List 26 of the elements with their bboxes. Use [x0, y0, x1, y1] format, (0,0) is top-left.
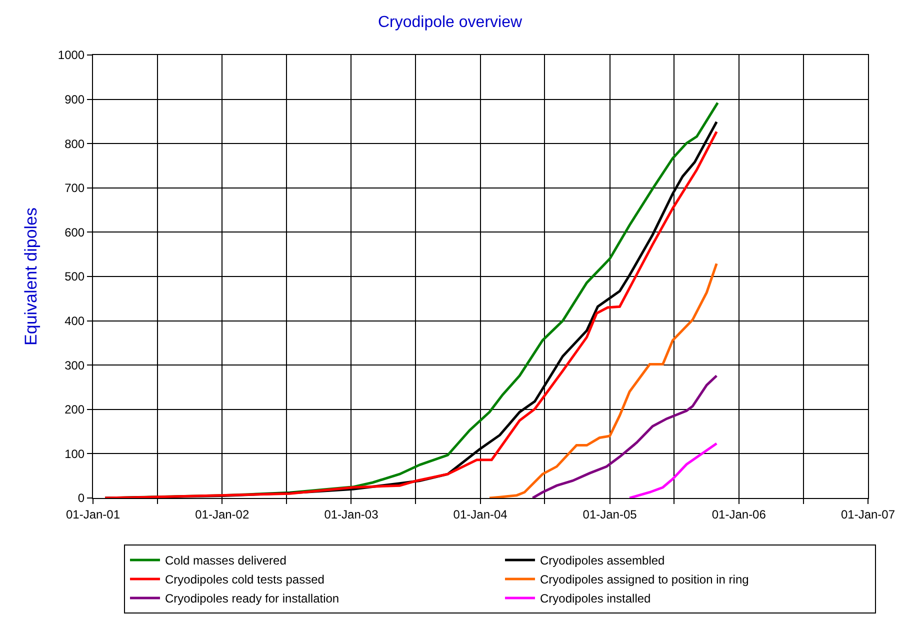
y-tick-label: 1000: [58, 48, 85, 62]
y-tick-label: 300: [64, 358, 85, 372]
legend-label: Cryodipoles installed: [540, 592, 651, 606]
x-tick-label: 01-Jan-03: [324, 507, 379, 522]
y-tick-label: 600: [64, 225, 85, 240]
legend-label: Cold masses delivered: [165, 554, 286, 568]
chart-title: Cryodipole overview: [378, 14, 522, 31]
x-tick-label: 01-Jan-05: [582, 507, 638, 522]
y-tick-label: 900: [64, 92, 85, 106]
y-tick-label: 400: [64, 314, 85, 328]
x-tick-label: 01-Jan-07: [840, 507, 896, 522]
y-tick-label: 500: [64, 270, 85, 284]
x-tick-label: 01-Jan-04: [453, 507, 508, 522]
y-tick-label: 100: [64, 446, 85, 461]
legend-label: Cryodipoles assigned to position in ring: [540, 572, 749, 587]
legend-label: Cryodipoles assembled: [540, 554, 665, 568]
legend-label: Cryodipoles cold tests passed: [165, 572, 324, 587]
x-tick-label: 01-Jan-06: [712, 507, 766, 522]
y-tick-label: 800: [64, 136, 85, 151]
y-tick-label: 200: [64, 402, 85, 417]
y-tick-label: 700: [64, 181, 85, 196]
legend-label: Cryodipoles ready for installation: [165, 592, 340, 606]
x-tick-label: 01-Jan-02: [195, 507, 250, 522]
x-tick-label: 01-Jan-01: [66, 507, 120, 522]
y-tick-label: 0: [78, 491, 85, 506]
y-axis-title: Equivalent dipoles: [21, 208, 40, 346]
